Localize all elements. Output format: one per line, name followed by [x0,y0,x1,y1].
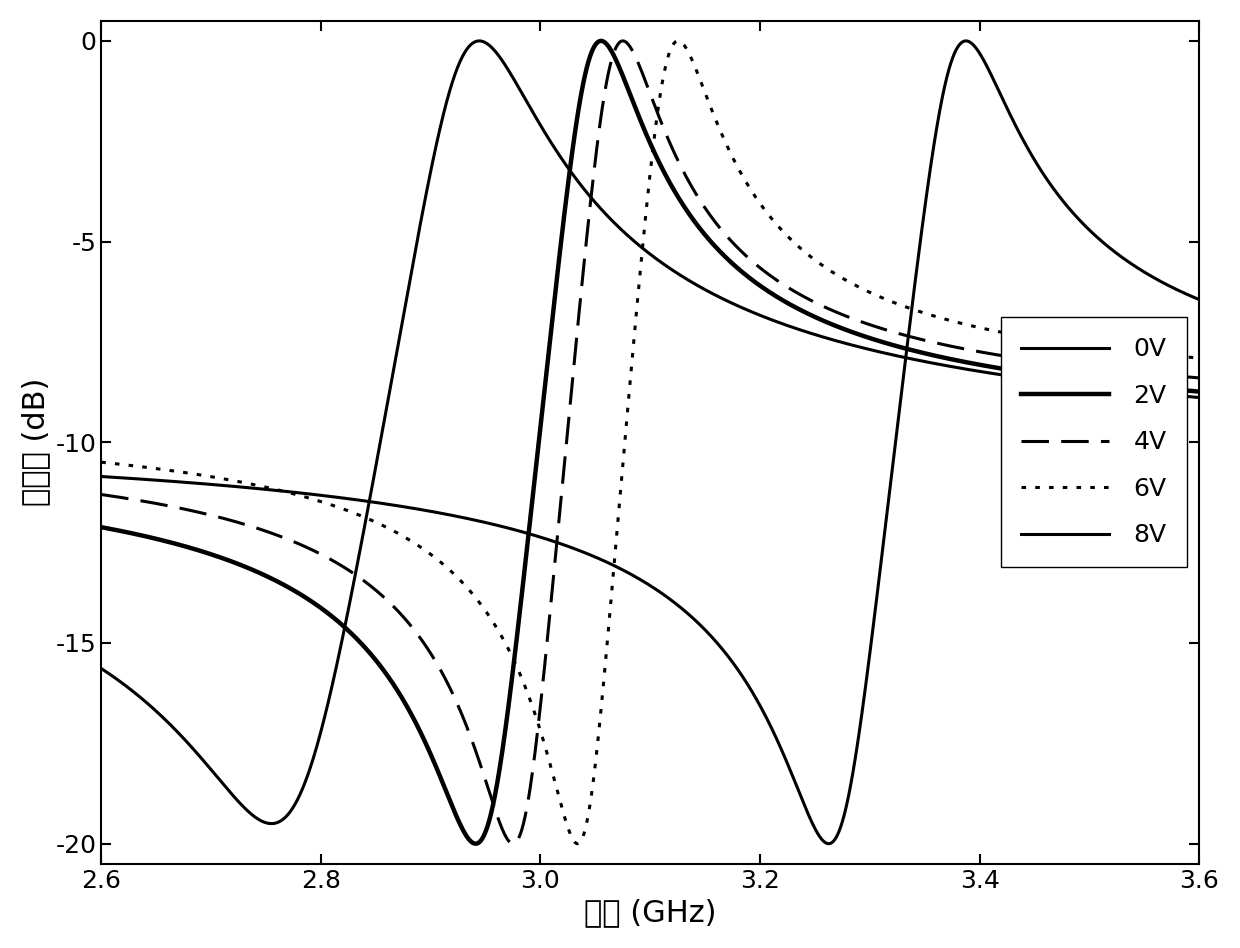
4V [309,546,324,557]
2V [594,35,609,46]
4V [94,489,109,501]
8V [631,573,646,584]
4V [615,35,630,46]
4V [139,496,154,507]
2V [469,838,484,849]
0V [631,239,646,250]
Line: 4V: 4V [102,41,1199,844]
4V [160,500,175,511]
2V [94,521,109,533]
2V [99,522,114,534]
8V [99,471,114,483]
8V [309,489,324,501]
Line: 8V: 8V [102,41,1199,844]
2V [1192,386,1207,397]
4V [99,489,114,501]
4V [1192,373,1207,384]
2V [139,531,154,542]
6V [309,495,324,506]
6V [160,465,175,476]
2V [160,536,175,547]
8V [1133,264,1148,276]
6V [139,462,154,473]
0V [1133,387,1148,398]
6V [94,457,109,468]
X-axis label: 频率 (GHz): 频率 (GHz) [584,898,717,927]
8V [139,474,154,485]
2V [1133,381,1148,392]
4V [1133,367,1148,378]
Y-axis label: 透射率 (dB): 透射率 (dB) [21,378,50,506]
4V [506,838,521,849]
8V [94,471,109,483]
6V [570,838,585,849]
0V [160,716,175,727]
6V [1192,353,1207,364]
2V [309,599,324,611]
0V [94,663,109,674]
6V [99,457,114,468]
0V [472,35,487,46]
8V [959,35,973,46]
6V [1133,347,1148,358]
2V [631,109,646,120]
8V [821,838,836,849]
0V [139,697,154,708]
4V [631,57,646,68]
0V [99,666,114,678]
0V [309,741,324,753]
6V [671,35,686,46]
0V [1192,392,1207,403]
Legend: 0V, 2V, 4V, 6V, 8V: 0V, 2V, 4V, 6V, 8V [1001,318,1187,567]
Line: 0V: 0V [102,41,1199,824]
8V [160,475,175,486]
6V [631,288,646,300]
Line: 2V: 2V [102,41,1199,844]
0V [264,818,279,830]
8V [1192,294,1207,305]
Line: 6V: 6V [102,41,1199,844]
